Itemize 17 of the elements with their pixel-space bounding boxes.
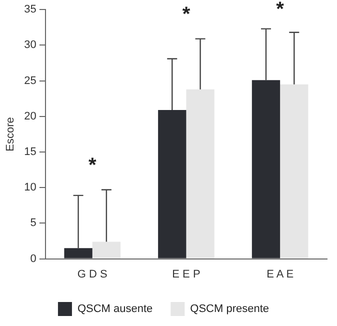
y-tick-label: 20 xyxy=(24,110,36,122)
legend-label: QSCM presente xyxy=(190,303,270,316)
annotation: * xyxy=(276,0,284,21)
y-tick-label: 10 xyxy=(24,182,36,194)
x-tick-label: E E P xyxy=(172,268,200,280)
annotation: * xyxy=(182,3,190,26)
y-tick-label: 35 xyxy=(24,4,36,16)
y-tick-label: 0 xyxy=(30,252,36,265)
legend-label: QSCM ausente xyxy=(77,303,153,316)
y-tick-label: 30 xyxy=(24,39,36,52)
y-tick-label: 15 xyxy=(24,146,36,158)
y-tick-label: 25 xyxy=(24,74,36,87)
x-tick-label: G D S xyxy=(77,268,108,280)
x-tick-label: E A E xyxy=(266,268,294,280)
y-tick-label: 5 xyxy=(30,217,36,230)
annotation: * xyxy=(88,154,96,176)
y-axis-title: Escore xyxy=(4,117,17,152)
